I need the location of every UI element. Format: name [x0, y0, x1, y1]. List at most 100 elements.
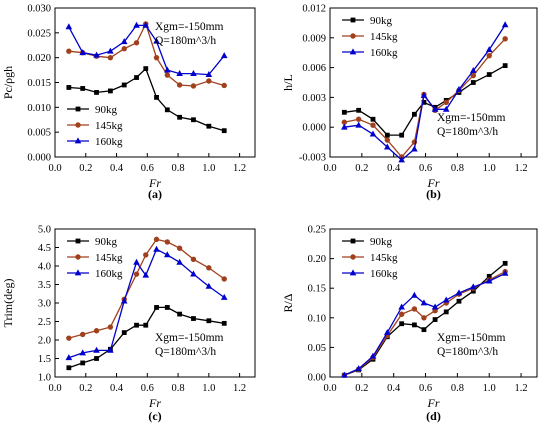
series-160kg	[341, 269, 509, 378]
x-tick-label: 0.0	[48, 383, 61, 394]
data-point	[485, 277, 493, 284]
plot-frame	[329, 7, 538, 158]
legend-item: 145kg	[342, 252, 398, 264]
data-point	[176, 258, 183, 265]
legend-item: 160kg	[67, 136, 123, 148]
legend-label: 90kg	[95, 104, 118, 116]
annotation-text: Q=180m^3/h	[155, 346, 216, 358]
data-point	[107, 346, 114, 353]
data-point	[190, 83, 197, 89]
series-145kg	[341, 36, 508, 160]
data-point	[164, 66, 171, 73]
data-point	[432, 317, 438, 322]
data-point	[411, 306, 418, 312]
legend-marker	[350, 17, 356, 23]
y-tick-label: 5.0	[38, 225, 51, 236]
x-tick-label: 1.2	[233, 383, 246, 394]
data-point	[107, 324, 114, 330]
data-point	[384, 329, 391, 335]
x-tick-label: 0.4	[110, 383, 124, 394]
legend-label: 145kg	[370, 252, 398, 264]
legend-label: 160kg	[95, 136, 123, 148]
data-point	[190, 270, 197, 277]
annotation-text: Q=180m^3/h	[437, 346, 498, 358]
data-point	[455, 289, 463, 296]
data-point	[411, 111, 417, 117]
data-point	[206, 78, 212, 84]
x-tick-label: 1.2	[515, 163, 528, 174]
data-point	[420, 91, 428, 98]
data-point	[442, 296, 450, 303]
data-point	[121, 330, 127, 335]
data-point	[93, 51, 100, 58]
x-tick-label: 0.8	[451, 163, 464, 174]
plot-frame	[329, 228, 538, 378]
legend-label: 160kg	[370, 268, 398, 280]
x-tick-label: 1.0	[483, 163, 496, 174]
x-tick-label: 1.2	[233, 163, 246, 174]
y-tick-label: 0.000	[302, 123, 326, 134]
data-point	[107, 47, 114, 54]
panel-label: (d)	[426, 409, 441, 423]
data-point	[220, 52, 228, 59]
data-point	[121, 46, 127, 52]
data-point	[502, 36, 508, 42]
legend-label: 160kg	[370, 47, 398, 59]
y-tick-label: 2.5	[38, 317, 51, 328]
legend-marker	[75, 254, 81, 260]
data-point	[80, 360, 86, 366]
panel-d: 0.0 0.2 0.4 0.6 0.8 1.0 1.2 0.00 0.05 0.10 0.15 0.2…	[281, 225, 538, 423]
data-point	[398, 311, 405, 317]
data-point	[431, 105, 439, 112]
data-point	[384, 143, 391, 150]
y-tick-label: 1.0	[38, 373, 51, 384]
data-point	[66, 365, 72, 371]
x-tick-label: 0.6	[141, 383, 154, 394]
legend-marker	[74, 269, 82, 276]
data-point	[470, 72, 477, 79]
x-tick-label: 0.6	[419, 163, 432, 174]
legend-marker	[350, 254, 356, 260]
series-line	[344, 272, 506, 376]
legend-label: 145kg	[370, 31, 398, 43]
y-tick-label: 0.006	[302, 63, 326, 74]
y-tick-label: 0.005	[27, 128, 51, 139]
legend-label: 90kg	[370, 15, 393, 27]
data-point	[398, 303, 405, 310]
y-tick-label: 0.10	[308, 313, 326, 324]
x-tick-label: 1.2	[515, 383, 528, 394]
data-point	[134, 322, 139, 328]
annotation-text: Xgm=-150mm	[155, 332, 224, 344]
data-point	[93, 328, 100, 334]
panel-label: (a)	[148, 187, 162, 201]
data-point	[205, 282, 213, 289]
data-point	[411, 322, 417, 328]
series-line	[68, 67, 225, 132]
legend-marker	[350, 33, 356, 39]
legend-marker	[349, 48, 357, 55]
data-point	[502, 260, 508, 266]
data-point	[398, 156, 405, 163]
data-point	[411, 291, 418, 298]
x-tick-label: 0.2	[79, 163, 92, 174]
series-90kg	[66, 305, 227, 371]
data-point	[341, 123, 348, 130]
data-point	[221, 128, 227, 134]
legend-label: 145kg	[95, 120, 123, 132]
data-point	[66, 48, 72, 54]
legend-item: 90kg	[67, 104, 118, 116]
data-point	[470, 80, 476, 85]
data-point	[470, 288, 476, 294]
y-tick-label: 2.0	[38, 336, 51, 347]
data-point	[206, 123, 212, 129]
y-tick-label: 0.25	[308, 225, 326, 236]
data-point	[153, 37, 160, 44]
x-tick-label: 0.0	[48, 163, 61, 174]
series-90kg	[66, 66, 227, 134]
data-point	[120, 38, 128, 45]
data-point	[121, 82, 127, 88]
data-point	[142, 271, 150, 278]
data-point	[486, 72, 492, 77]
y-tick-label: 0.020	[27, 53, 51, 64]
x-tick-label: 0.4	[110, 163, 124, 174]
